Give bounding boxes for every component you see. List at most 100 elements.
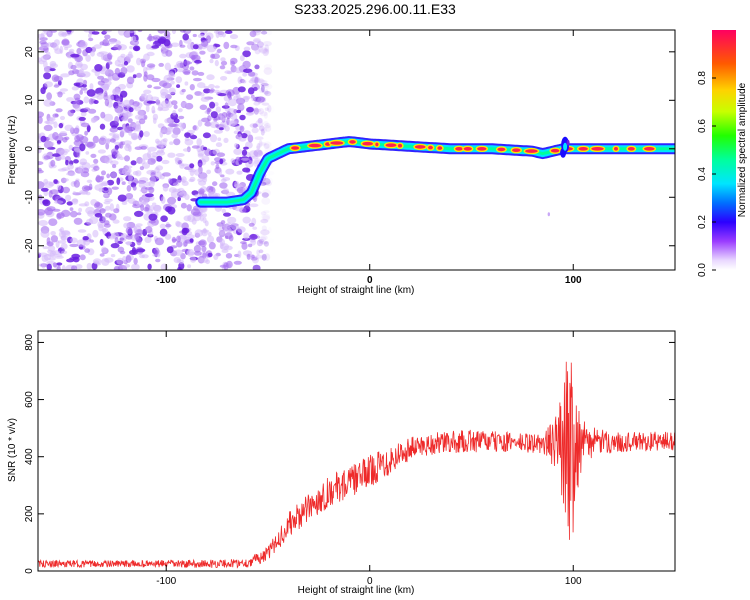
noise-speck [43,72,52,80]
noise-speck [143,71,148,77]
noise-speck [228,120,236,127]
noise-speck [111,148,119,155]
noise-speck [203,227,207,234]
noise-speck [240,133,248,139]
noise-speck [209,58,214,64]
noise-speck [241,149,248,156]
noise-speck [140,204,145,212]
noise-speck [204,148,212,156]
noise-speck [187,42,194,50]
spectrogram-x-tick-label: -100 [156,275,176,286]
noise-speck [187,264,192,269]
noise-speck [113,208,120,214]
noise-speck [157,30,166,34]
noise-speck [189,163,195,169]
noise-speck [257,150,263,155]
noise-speck [182,227,190,234]
noise-speck [184,132,191,139]
noise-speck [173,104,178,110]
noise-speck [257,97,263,105]
noise-speck [47,257,56,261]
noise-speck [197,178,203,183]
noise-speck [234,143,239,148]
noise-speck [48,218,58,226]
noise-speck [76,239,86,247]
noise-speck [155,143,164,150]
noise-speck [85,141,94,147]
noise-speck [228,235,234,242]
noise-speck [249,123,258,128]
noise-speck [170,42,180,48]
noise-speck [192,33,197,38]
noise-speck [147,158,156,165]
noise-speck [262,215,270,222]
noise-speck [264,107,269,111]
noise-speck [109,213,117,221]
noise-speck [249,234,258,240]
noise-speck [259,125,265,132]
noise-speck [56,140,62,144]
noise-speck [144,236,152,243]
noise-speck [60,243,68,250]
noise-speck [128,107,134,113]
colorbar-gradient [712,30,736,270]
noise-speck [120,67,128,75]
noise-speck [219,182,228,189]
noise-speck [247,134,254,143]
noise-speck [85,46,93,54]
noise-speck [89,239,94,243]
noise-speck [78,207,83,213]
noise-speck [250,257,258,261]
noise-speck [191,145,200,149]
noise-speck [237,86,246,93]
noise-speck [188,168,197,173]
noise-speck [126,65,135,73]
noise-speck [112,164,117,169]
noise-speck [90,50,95,57]
noise-speck [203,146,207,151]
noise-speck [117,111,123,117]
noise-speck [253,101,260,106]
noise-speck [151,110,156,114]
noise-speck [230,113,238,120]
noise-speck [86,262,93,270]
noise-speck [83,96,90,104]
noise-speck [186,204,192,212]
ridge-peak-core [578,147,588,151]
noise-speck [175,221,183,228]
noise-speck [184,137,190,142]
noise-speck [268,238,275,243]
noise-speck [261,225,267,231]
noise-speck [256,145,261,150]
noise-speck [226,71,233,75]
noise-speck [201,155,210,163]
ridge-disturbance [547,212,551,217]
noise-speck [162,184,169,192]
ridge-peak-core [497,147,506,152]
noise-speck [43,155,51,160]
noise-speck [250,77,260,82]
noise-speck [147,146,157,152]
noise-speck [192,44,199,50]
noise-speck [117,194,127,202]
noise-speck [60,209,71,217]
noise-speck [263,90,270,95]
noise-speck [257,78,264,84]
noise-speck [86,89,96,97]
noise-speck [159,130,164,138]
noise-speck [260,235,268,241]
snr-x-label: Height of straight line (km) [298,585,415,596]
noise-speck [43,68,49,73]
noise-speck [53,84,60,88]
noise-speck [40,55,48,62]
noise-speck [176,235,181,243]
noise-speck [206,107,211,115]
noise-speck [73,82,81,87]
noise-speck [114,236,119,245]
noise-speck [58,155,66,160]
noise-speck [46,30,52,35]
noise-speck [268,106,274,114]
noise-speck [260,84,270,88]
noise-speck [208,89,214,94]
noise-speck [121,233,127,238]
